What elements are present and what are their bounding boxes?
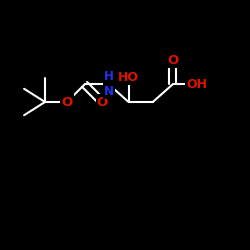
Text: HO: HO bbox=[118, 71, 139, 84]
Text: O: O bbox=[62, 96, 72, 108]
Text: OH: OH bbox=[186, 78, 207, 91]
Text: O: O bbox=[167, 54, 178, 67]
Text: H
N: H N bbox=[104, 70, 114, 99]
Text: O: O bbox=[96, 96, 108, 108]
